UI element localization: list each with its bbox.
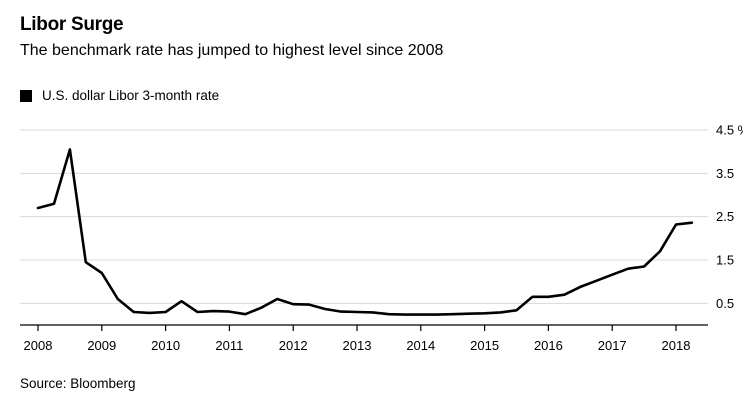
- x-tick-label: 2008: [24, 338, 53, 353]
- x-tick-label: 2012: [279, 338, 308, 353]
- y-tick-label: 0.5: [716, 296, 734, 311]
- y-tick-label: 2.5: [716, 209, 734, 224]
- y-tick-label: 1.5: [716, 253, 734, 268]
- x-tick-label: 2017: [598, 338, 627, 353]
- series-group: [36, 148, 694, 316]
- chart-title: Libor Surge: [20, 14, 124, 35]
- source-note: Source: Bloomberg: [20, 376, 136, 391]
- x-tick-label: 2010: [151, 338, 180, 353]
- x-tick-label: 2018: [662, 338, 691, 353]
- x-tick-label: 2016: [534, 338, 563, 353]
- y-axis: 0.5 1.5 2.5 3.5 4.5 %: [716, 123, 743, 311]
- x-tick-label: 2015: [470, 338, 499, 353]
- x-tick-label: 2014: [406, 338, 435, 353]
- chart-subtitle: The benchmark rate has jumped to highest…: [20, 42, 444, 59]
- legend-swatch: [20, 89, 32, 102]
- gridlines: [20, 129, 708, 304]
- y-tick-label: 3.5: [716, 166, 734, 181]
- x-axis: 2008 2009 2010 2011 2012 2013 2014 2015 2016 2017…: [20, 324, 708, 353]
- y-tick-label: 4.5 %: [716, 123, 743, 138]
- series-line: [36, 148, 694, 316]
- legend: U.S. dollar Libor 3-month rate: [20, 88, 219, 103]
- legend-label: U.S. dollar Libor 3-month rate: [42, 88, 220, 103]
- x-tick-label: 2009: [87, 338, 116, 353]
- x-tick-label: 2013: [343, 338, 372, 353]
- x-tick-label: 2011: [215, 338, 243, 353]
